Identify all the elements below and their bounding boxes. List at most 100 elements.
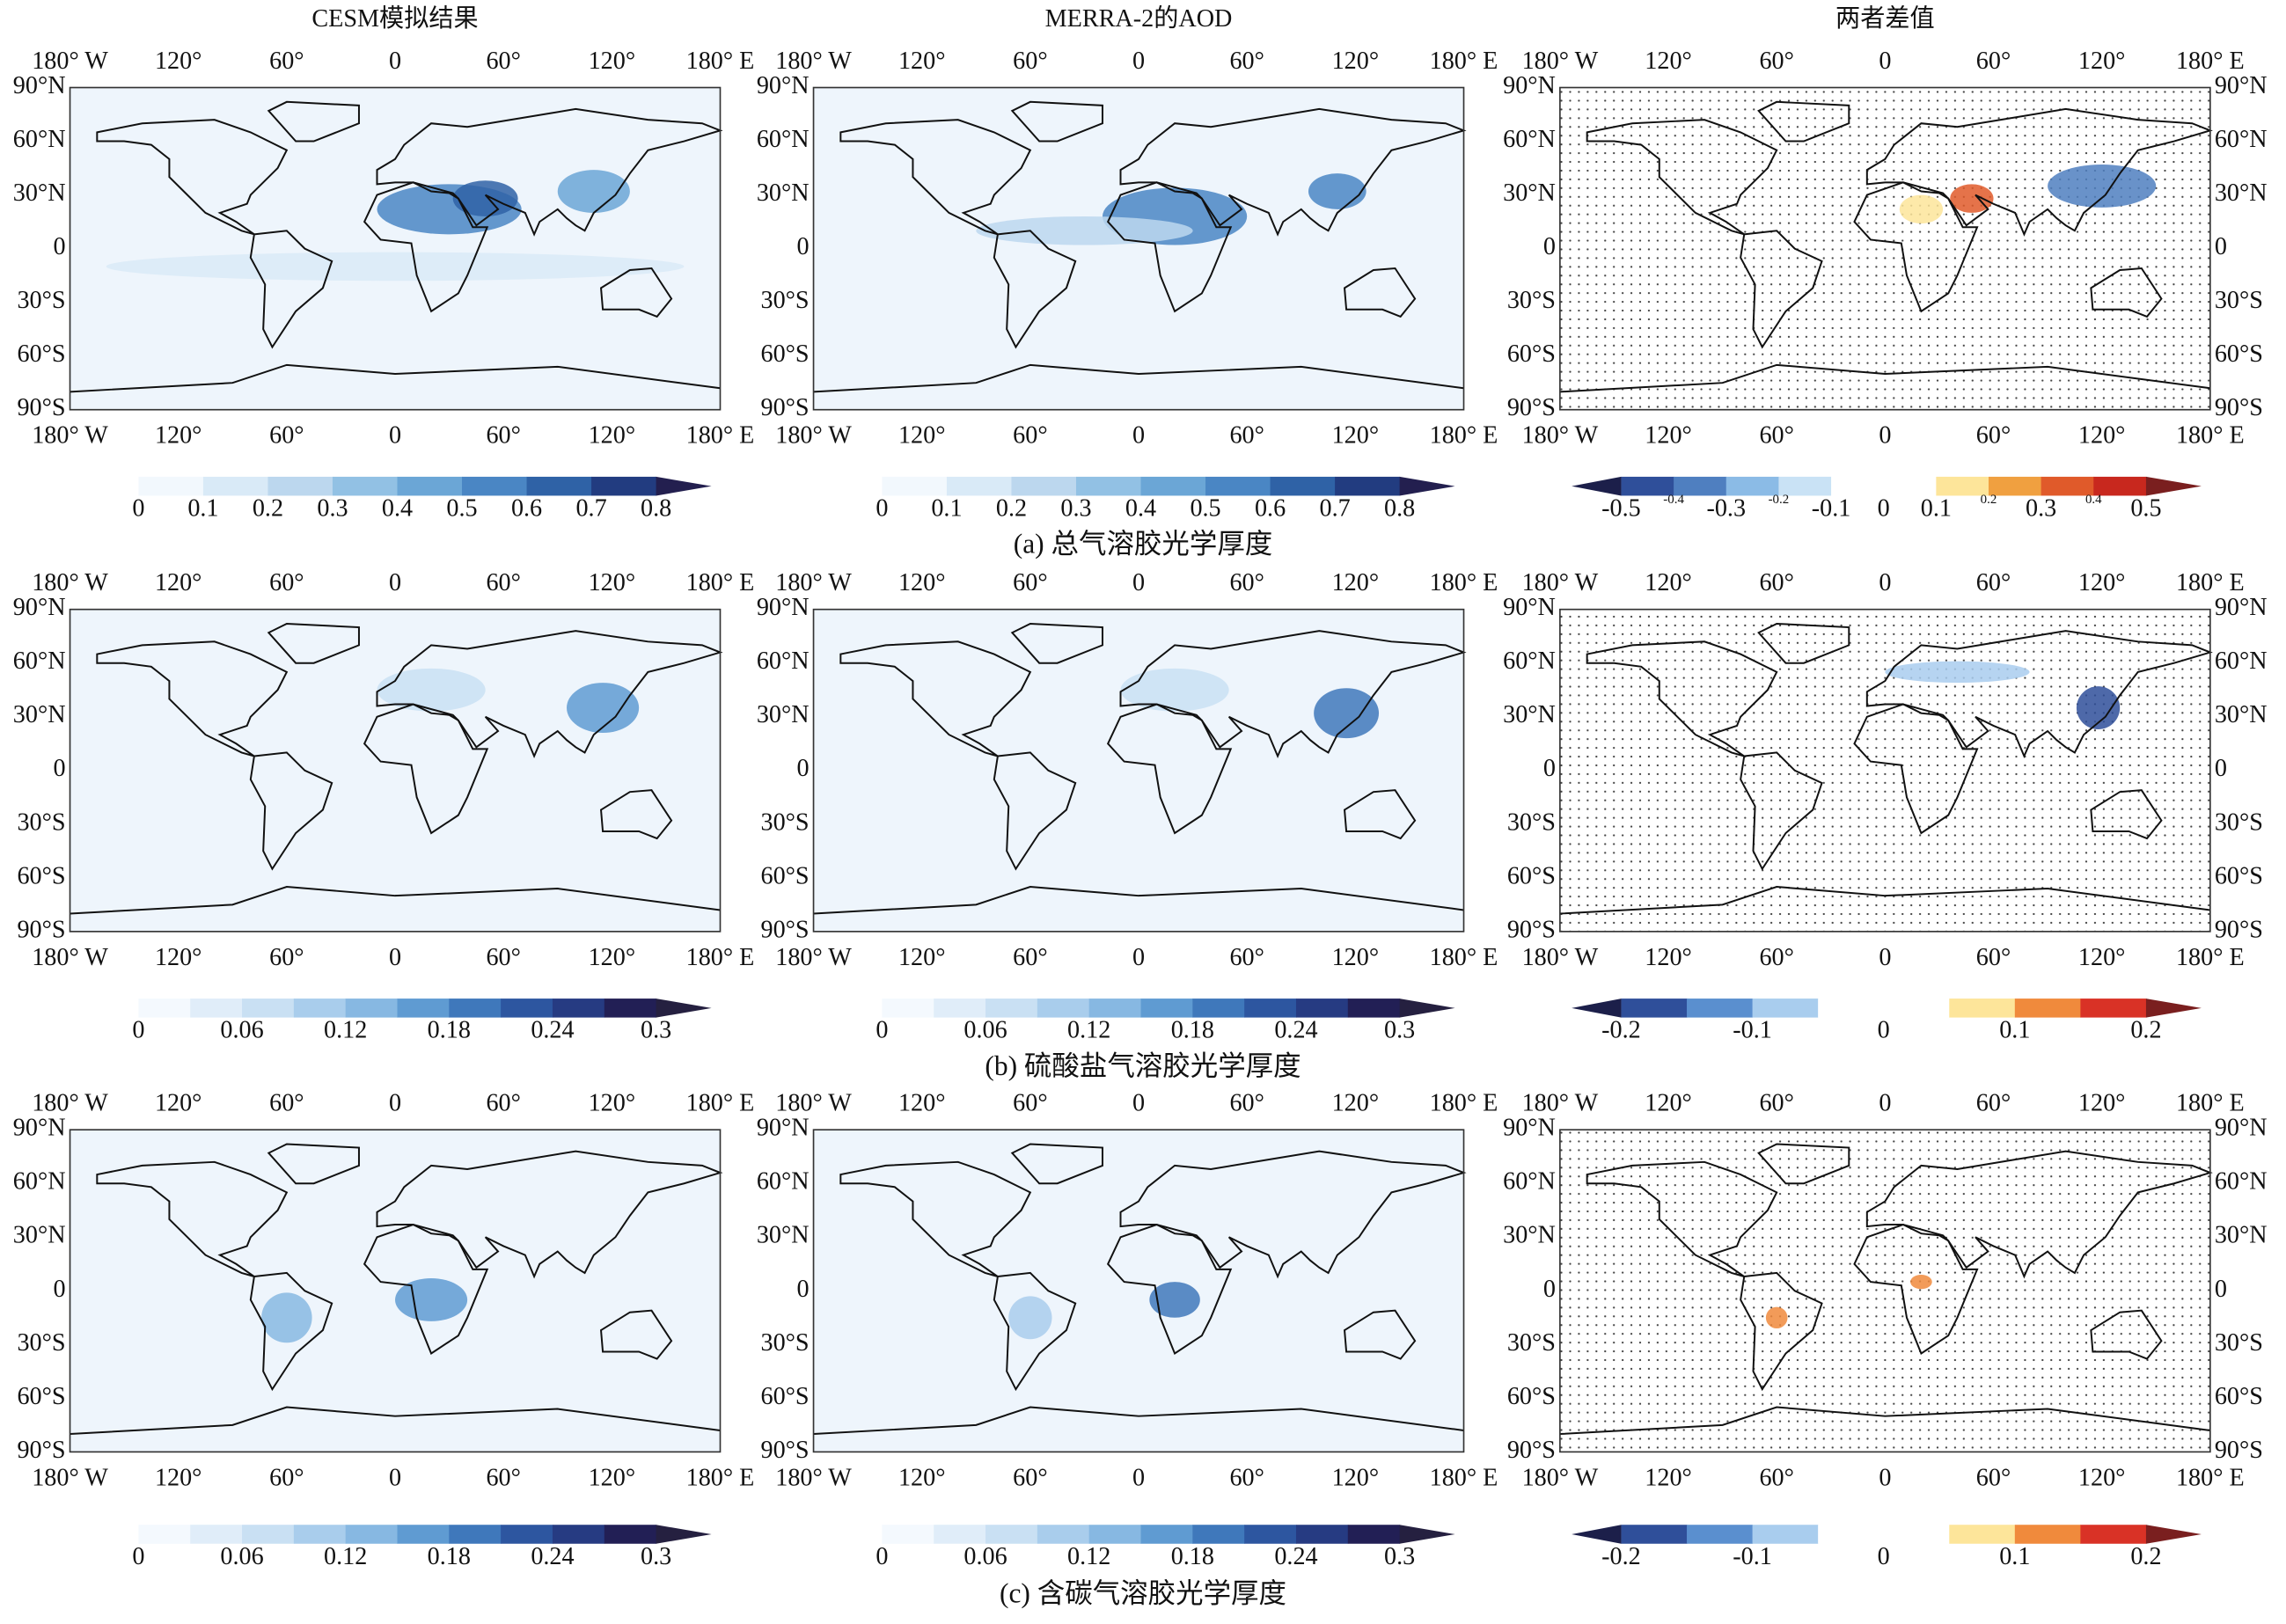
map-frame <box>69 86 722 411</box>
x-tick-label: 60° <box>1759 569 1793 596</box>
y-tick-label: 30°N <box>2215 179 2268 207</box>
coastline <box>993 751 1077 871</box>
colorbar-segment <box>1335 476 1401 496</box>
colorbar-segment <box>1687 999 1754 1018</box>
y-tick-label: 90°N <box>757 594 810 621</box>
colorbar-tick-label: 0.3 <box>1384 1543 1415 1570</box>
x-tick-label: 120° <box>155 1464 202 1491</box>
map-frame <box>812 86 1465 411</box>
colorbar-tick-label: 0.4 <box>1125 494 1156 522</box>
colorbar-segment <box>190 999 243 1018</box>
x-tick-label: 120° <box>155 1090 202 1117</box>
y-tick-label: 90°N <box>2215 594 2268 621</box>
y-tick-label: 30°S <box>2215 287 2263 314</box>
colorbar-segment <box>138 1525 191 1544</box>
x-tick-label: 180° W <box>775 1090 852 1117</box>
x-tick-label: 60° <box>1759 1464 1793 1491</box>
x-tick-label: 180° W <box>1522 944 1599 971</box>
colorbar-extend <box>2145 999 2202 1018</box>
x-tick-label: 120° <box>2078 422 2126 450</box>
colorbar-segment <box>449 1525 502 1544</box>
colorbar-tick-label: -0.2 <box>1601 1017 1641 1044</box>
y-tick-label: 0 <box>1543 233 1556 260</box>
x-tick-label: 0 <box>1879 422 1891 450</box>
field-blob <box>2076 686 2121 729</box>
colorbar-tick-label: 0.1 <box>1999 1017 2030 1044</box>
coastline <box>813 886 1464 915</box>
colorbar-segment <box>1818 999 1885 1018</box>
colorbar-segment <box>882 999 934 1018</box>
x-tick-label: 0 <box>389 48 401 75</box>
x-tick-label: 60° <box>1229 1464 1264 1491</box>
x-tick-label: 180° W <box>775 569 852 596</box>
x-tick-label: 180° E <box>2176 48 2245 75</box>
x-tick-label: 60° <box>1976 569 2011 596</box>
colorbar-tick-label: 0.12 <box>324 1017 367 1044</box>
coastline <box>1853 703 1979 835</box>
y-tick-label: 30°S <box>1507 287 1556 314</box>
y-tick-label: 30°N <box>1503 1222 1556 1249</box>
colorbar-extend <box>656 999 712 1018</box>
coastline <box>993 1271 1077 1392</box>
column-title: 两者差值 <box>1835 4 1935 33</box>
map-background <box>70 609 721 932</box>
y-tick-label: 90°S <box>17 1437 65 1464</box>
coastline <box>1119 1150 1467 1279</box>
coastline <box>993 230 1077 349</box>
coastline <box>1010 100 1103 143</box>
field-blob <box>567 683 640 734</box>
x-tick-label: 120° <box>2078 48 2126 75</box>
colorbar-segment <box>1075 476 1142 496</box>
coastline <box>1853 1223 1979 1355</box>
colorbar-segment <box>1883 476 1937 496</box>
y-tick-label: 30°S <box>17 1329 65 1357</box>
x-tick-label: 0 <box>389 569 401 596</box>
x-tick-label: 120° <box>155 422 202 450</box>
x-tick-label: 120° <box>155 48 202 75</box>
colorbar-segment <box>1088 999 1142 1018</box>
coastline <box>1586 119 1778 236</box>
colorbar-segment <box>1295 999 1349 1018</box>
colorbar-segment <box>591 476 657 496</box>
y-tick-label: 60°S <box>2215 862 2263 889</box>
colorbar-tick-label: 0.18 <box>428 1017 471 1044</box>
coastline <box>1757 1143 1850 1185</box>
map-frame <box>1559 86 2211 411</box>
colorbar-segment <box>345 999 398 1018</box>
x-tick-label: 180° W <box>32 944 108 971</box>
y-tick-label: 60°S <box>760 862 809 889</box>
colorbar-segment <box>462 476 528 496</box>
colorbar-tick-label: 0.06 <box>963 1543 1007 1570</box>
x-tick-label: 60° <box>1229 1090 1264 1117</box>
coastline <box>813 363 1464 393</box>
map-panel <box>812 86 1467 411</box>
x-tick-label: 180° W <box>775 944 852 971</box>
x-tick-label: 180° E <box>1430 422 1498 450</box>
x-tick-label: 60° <box>486 569 520 596</box>
x-tick-label: 180° W <box>1522 569 1599 596</box>
colorbar-tick-label: 0.1 <box>931 494 962 522</box>
field-blob <box>1308 173 1366 209</box>
x-tick-label: 60° <box>269 1464 304 1491</box>
colorbar-tick-label: 0.1 <box>1999 1543 2030 1570</box>
map-frame <box>812 1129 1465 1453</box>
colorbar-segment <box>449 999 502 1018</box>
colorbar-segment <box>1140 476 1206 496</box>
colorbar-segment <box>1192 999 1245 1018</box>
y-tick-label: 60°S <box>2215 1383 2263 1410</box>
x-tick-label: 120° <box>589 569 636 596</box>
coastline <box>70 1406 721 1436</box>
colorbar-segment <box>1347 999 1401 1018</box>
column-title: MERRA-2的AOD <box>1045 4 1233 33</box>
colorbar-tick-label: 0.06 <box>220 1543 263 1570</box>
y-tick-label: 30°S <box>17 808 65 836</box>
colorbar-tick-label: -0.3 <box>1706 494 1746 522</box>
colorbar-segment <box>2080 1525 2147 1544</box>
coastline <box>70 886 721 915</box>
colorbar-tick-label: -0.1 <box>1733 1017 1772 1044</box>
x-tick-label: 60° <box>1976 48 2011 75</box>
x-tick-label: 60° <box>1229 569 1264 596</box>
colorbar-segment <box>1205 476 1271 496</box>
x-tick-label: 60° <box>1229 422 1264 450</box>
